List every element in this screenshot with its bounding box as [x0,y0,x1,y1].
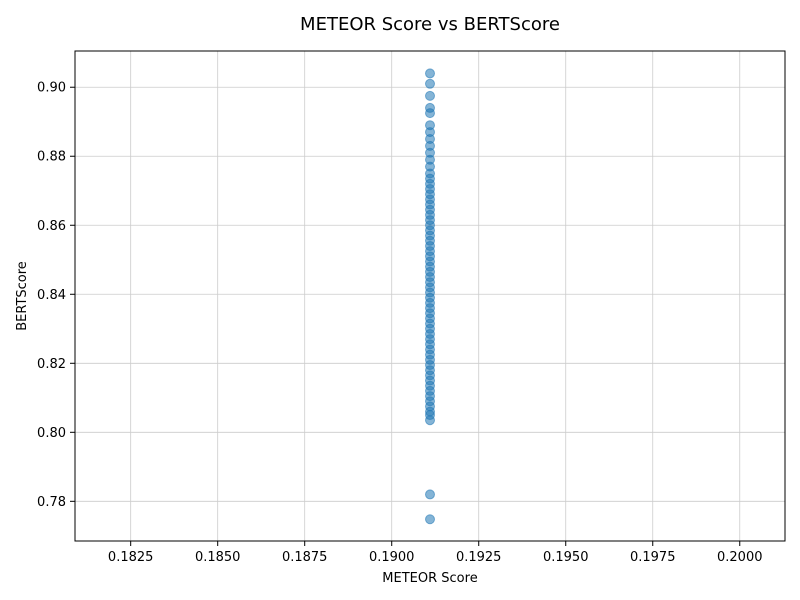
y-tick-label: 0.78 [37,495,66,510]
y-tick-label: 0.84 [37,288,66,303]
y-tick-label: 0.86 [37,219,66,234]
x-tick-label: 0.1900 [369,550,415,565]
scatter-point [425,90,435,101]
y-axis-label: BERTScore [15,261,30,331]
x-tick-label: 0.1975 [630,550,676,565]
x-tick-label: 0.1825 [108,550,154,565]
x-tick-label: 0.1850 [195,550,241,565]
plot-area-frame [74,50,786,542]
x-tick-label: 0.1950 [543,550,589,565]
scatter-point [425,415,435,426]
scatter-point [425,68,435,79]
y-tick-label: 0.90 [37,81,66,96]
x-tick-label: 0.1875 [282,550,328,565]
y-tick-label: 0.82 [37,357,66,372]
data-points [425,68,435,525]
scatter-point [425,78,435,89]
axis-ticks: 0.1825 0.1850 0.1875 0.1900 0.1925 0.1950 0.19… [37,81,762,565]
scatter-point [425,514,435,525]
y-tick-label: 0.80 [37,426,66,441]
x-axis-label: METEOR Score [382,571,477,586]
scatter-point [425,489,435,500]
x-tick-label: 0.1925 [456,550,502,565]
scatter-point [425,108,435,119]
x-tick-label: 0.2000 [717,550,763,565]
y-tick-label: 0.88 [37,150,66,165]
chart-title: METEOR Score vs BERTScore [300,14,560,35]
